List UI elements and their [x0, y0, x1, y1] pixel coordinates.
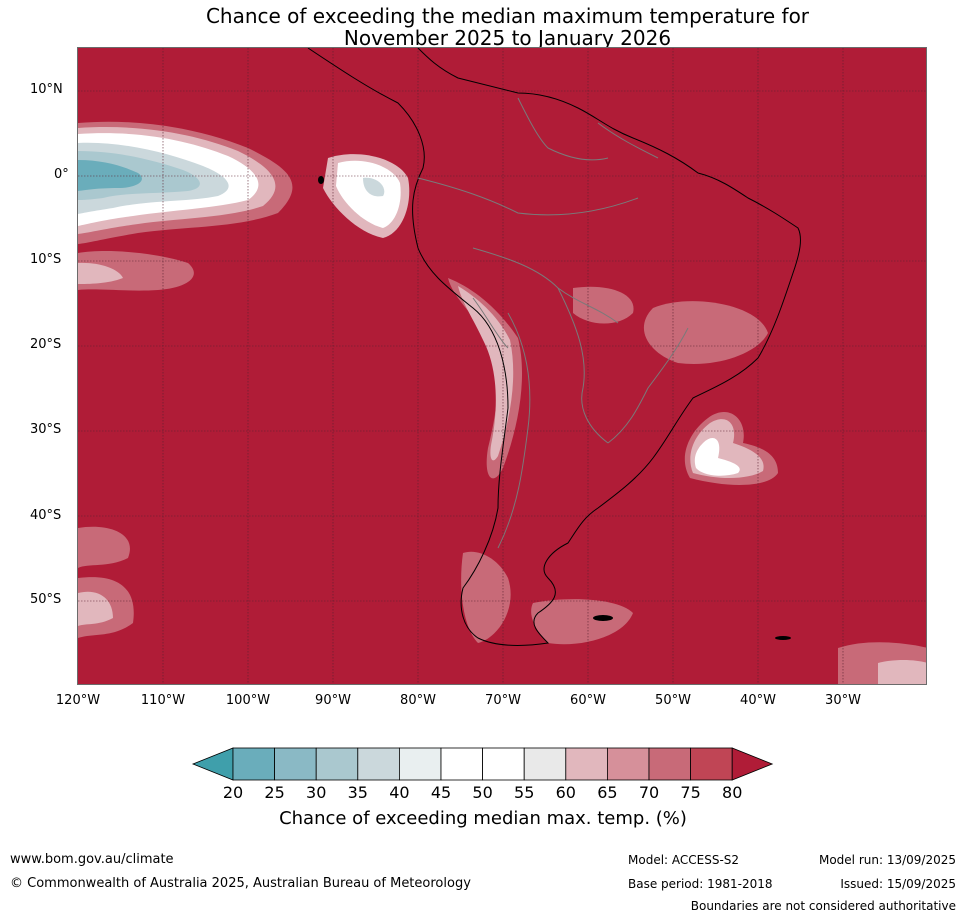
- colorbar-segment: [315, 747, 359, 781]
- issued-text: Issued: 15/09/2025: [840, 877, 956, 891]
- andes-anomaly: [78, 278, 926, 684]
- colorbar-tick-label: 40: [389, 783, 410, 802]
- lat-label-30s: 30°S: [30, 422, 62, 437]
- country-borders: [417, 97, 689, 549]
- colorbar-segment: [690, 747, 733, 781]
- colorbar-segment: [357, 747, 400, 781]
- colorbar-segment: [440, 747, 483, 781]
- colorbar-segment: [232, 747, 275, 781]
- map-title: Chance of exceeding the median maximum t…: [0, 5, 965, 49]
- colorbar-tick-label: 60: [555, 783, 576, 802]
- title-line-2: November 2025 to January 2026: [343, 26, 672, 50]
- graticule: [78, 48, 926, 684]
- lon-label-70w: 70°W: [485, 693, 521, 708]
- lon-label-50w: 50°W: [655, 693, 691, 708]
- lat-label-10s: 10°S: [30, 252, 62, 267]
- colorbar-tick-label: 45: [430, 783, 452, 802]
- colorbar-segment: [398, 747, 442, 781]
- colorbar-segment: [606, 747, 650, 781]
- colorbar-tick-label: 65: [597, 783, 618, 802]
- colorbar-tick-label: 75: [680, 783, 701, 802]
- lon-label-80w: 80°W: [400, 693, 436, 708]
- pacific-anomaly-band: [78, 121, 410, 291]
- colorbar-tick-label: 25: [264, 783, 285, 802]
- title-line-1: Chance of exceeding the median maximum t…: [205, 4, 810, 28]
- lon-label-100w: 100°W: [225, 693, 271, 708]
- model-text: Model: ACCESS-S2: [628, 853, 740, 867]
- colorbar-extend-low: [191, 747, 234, 781]
- lon-label-40w: 40°W: [740, 693, 776, 708]
- islands: [318, 176, 791, 640]
- lon-label-90w: 90°W: [315, 693, 351, 708]
- lat-label-50s: 50°S: [30, 592, 62, 607]
- colorbar-tick-label: 30: [306, 783, 327, 802]
- lat-label-0: 0°: [54, 167, 69, 182]
- lat-label-40s: 40°S: [30, 508, 62, 523]
- base-period-text: Base period: 1981-2018: [628, 877, 773, 891]
- lat-label-20s: 20°S: [30, 337, 62, 352]
- colorbar-extend-high: [731, 747, 774, 781]
- disclaimer-text: Boundaries are not considered authoritat…: [690, 899, 956, 913]
- colorbar-tick-label: 35: [347, 783, 368, 802]
- lon-label-110w: 110°W: [140, 693, 186, 708]
- website-link[interactable]: www.bom.gov.au/climate: [10, 852, 174, 867]
- colorbar-segment: [648, 747, 691, 781]
- colorbar-tick-label: 70: [638, 783, 660, 802]
- colorbar-title: Chance of exceeding median max. temp. (%…: [279, 808, 687, 829]
- copyright-text: © Commonwealth of Australia 2025, Austra…: [10, 876, 471, 891]
- colorbar-segment: [523, 747, 567, 781]
- lon-label-30w: 30°W: [825, 693, 861, 708]
- colorbar: [191, 747, 774, 781]
- coastline: [307, 48, 801, 646]
- colorbar-tick-label: 80: [722, 783, 743, 802]
- atlantic-anomaly-patch: [573, 286, 778, 485]
- lat-label-10n: 10°N: [30, 82, 63, 97]
- lon-label-120w: 120°W: [55, 693, 101, 708]
- colorbar-segment: [274, 747, 317, 781]
- colorbar-segment: [565, 747, 608, 781]
- model-run-text: Model run: 13/09/2025: [818, 853, 956, 867]
- map-canvas: [78, 48, 926, 684]
- lon-label-60w: 60°W: [570, 693, 606, 708]
- colorbar-tick-label: 20: [222, 783, 244, 802]
- colorbar-segment: [482, 747, 525, 781]
- colorbar-tick-label: 50: [472, 783, 493, 802]
- map-area: [77, 47, 927, 685]
- colorbar-tick-label: 55: [514, 783, 535, 802]
